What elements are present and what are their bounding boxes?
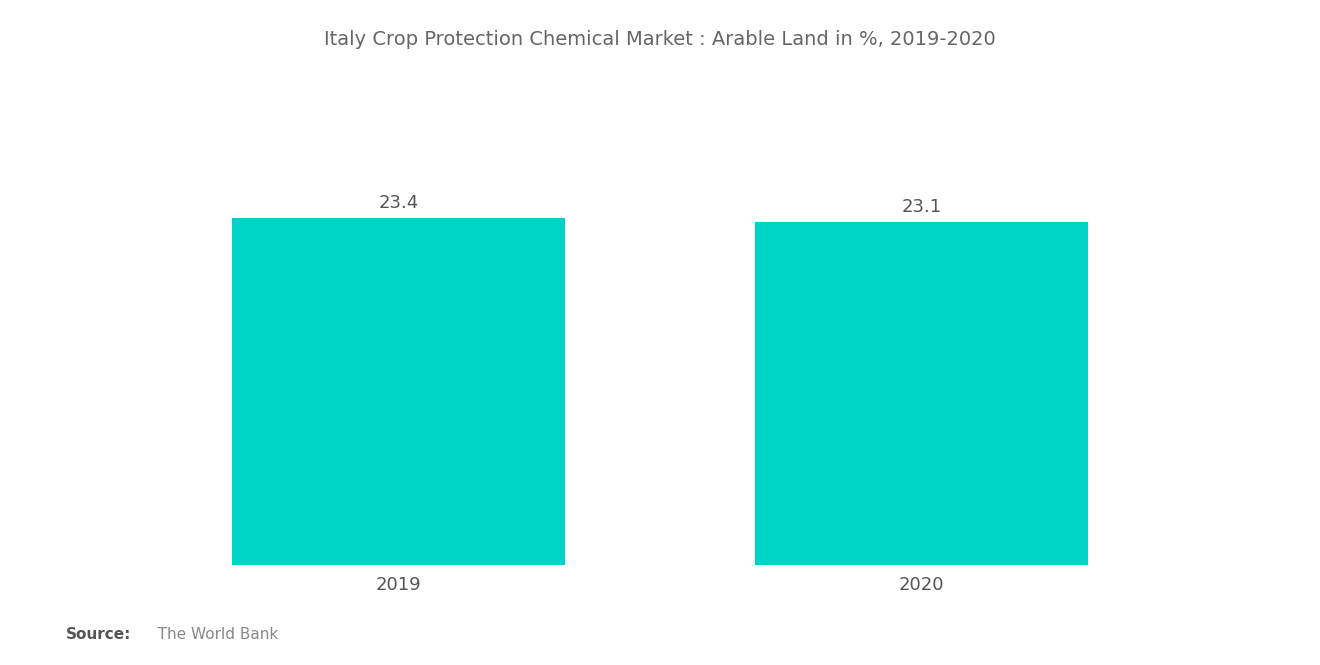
- Text: 23.4: 23.4: [379, 194, 418, 211]
- Text: Source:: Source:: [66, 626, 132, 642]
- Text: Italy Crop Protection Chemical Market : Arable Land in %, 2019-2020: Italy Crop Protection Chemical Market : …: [325, 30, 995, 49]
- Text: 23.1: 23.1: [902, 198, 941, 216]
- Text: The World Bank: The World Bank: [143, 626, 277, 642]
- Bar: [232, 217, 565, 565]
- Bar: [755, 222, 1088, 565]
